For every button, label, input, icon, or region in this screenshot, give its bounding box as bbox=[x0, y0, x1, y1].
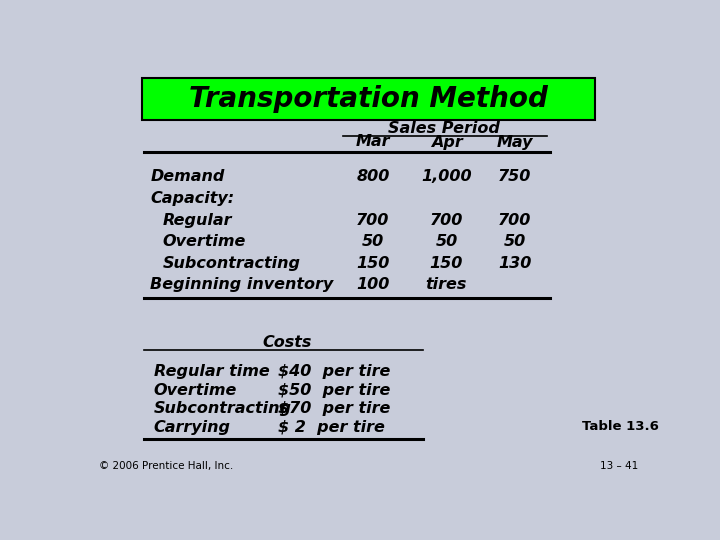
FancyBboxPatch shape bbox=[142, 78, 595, 120]
Text: Costs: Costs bbox=[262, 335, 312, 350]
Text: 150: 150 bbox=[356, 255, 390, 271]
Text: Demand: Demand bbox=[150, 170, 225, 185]
Text: 150: 150 bbox=[430, 255, 463, 271]
Text: Carrying: Carrying bbox=[153, 420, 230, 435]
Text: Subcontracting: Subcontracting bbox=[153, 401, 292, 416]
Text: May: May bbox=[497, 134, 533, 150]
Text: Subcontracting: Subcontracting bbox=[163, 255, 301, 271]
Text: $50  per tire: $50 per tire bbox=[277, 383, 390, 398]
Text: 700: 700 bbox=[498, 213, 531, 227]
Text: 50: 50 bbox=[436, 234, 458, 249]
Text: tires: tires bbox=[426, 277, 467, 292]
Text: $70  per tire: $70 per tire bbox=[277, 401, 390, 416]
Text: $40  per tire: $40 per tire bbox=[277, 364, 390, 380]
Text: © 2006 Prentice Hall, Inc.: © 2006 Prentice Hall, Inc. bbox=[99, 461, 233, 471]
Text: Transportation Method: Transportation Method bbox=[189, 85, 548, 113]
Text: 130: 130 bbox=[498, 255, 531, 271]
Text: 13 – 41: 13 – 41 bbox=[600, 461, 639, 471]
Text: 1,000: 1,000 bbox=[421, 170, 472, 185]
Text: $ 2  per tire: $ 2 per tire bbox=[277, 420, 384, 435]
Text: 100: 100 bbox=[356, 277, 390, 292]
Text: 750: 750 bbox=[498, 170, 531, 185]
Text: Mar: Mar bbox=[356, 134, 390, 150]
Text: Sales Period: Sales Period bbox=[388, 120, 500, 136]
Text: Regular: Regular bbox=[163, 213, 233, 227]
Text: Apr: Apr bbox=[431, 134, 462, 150]
Text: Beginning inventory: Beginning inventory bbox=[150, 277, 333, 292]
Text: Overtime: Overtime bbox=[163, 234, 246, 249]
Text: 800: 800 bbox=[356, 170, 390, 185]
Text: Capacity:: Capacity: bbox=[150, 191, 235, 206]
Text: Table 13.6: Table 13.6 bbox=[582, 420, 659, 433]
Text: 50: 50 bbox=[361, 234, 384, 249]
Text: 50: 50 bbox=[503, 234, 526, 249]
Text: Overtime: Overtime bbox=[153, 383, 237, 398]
Text: 700: 700 bbox=[356, 213, 390, 227]
Text: 700: 700 bbox=[430, 213, 463, 227]
Text: Regular time: Regular time bbox=[153, 364, 269, 380]
